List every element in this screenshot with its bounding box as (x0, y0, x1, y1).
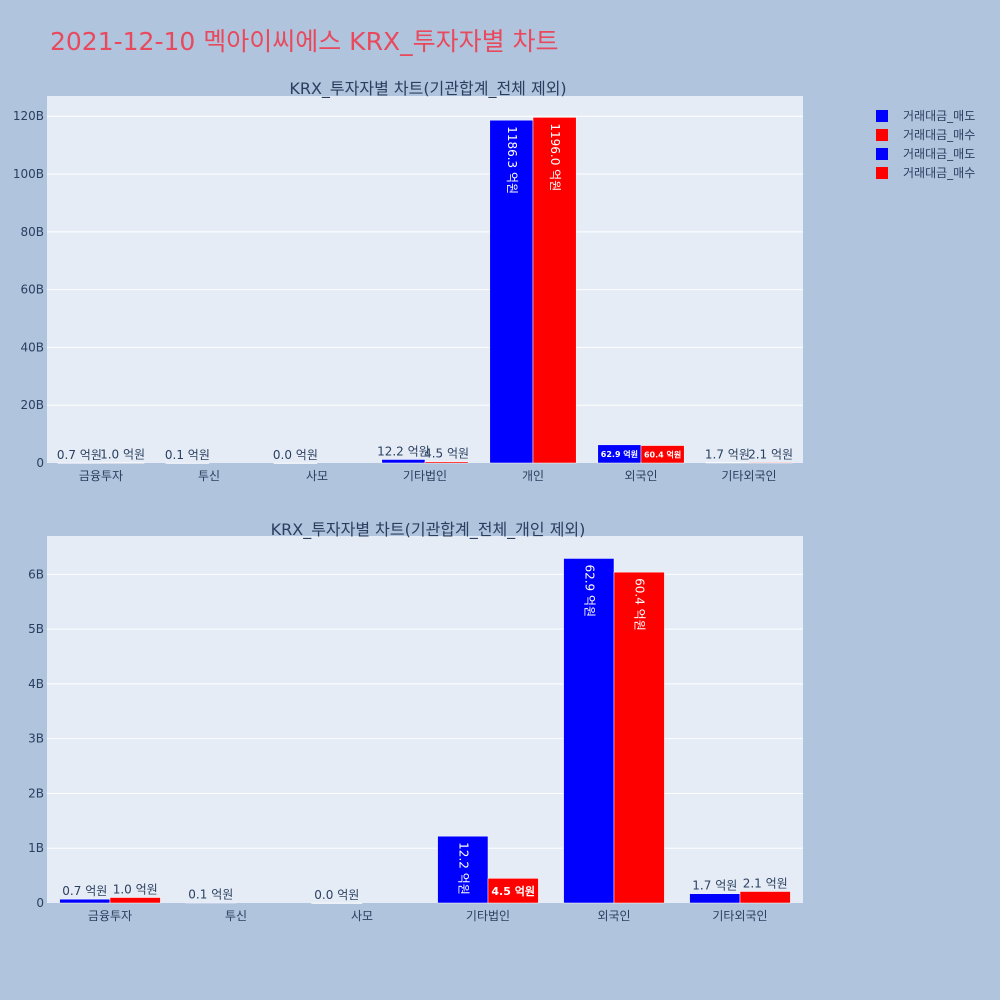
bar (689, 893, 741, 904)
bar (532, 117, 577, 464)
legend[interactable]: 거래대금_매도 거래대금_매수 거래대금_매도 거래대금_매수 (876, 106, 975, 182)
bar (563, 558, 615, 904)
data-label: 60.4 억원 (633, 578, 647, 631)
bar (748, 462, 793, 464)
bar (739, 891, 791, 904)
data-label: 1.7 억원 (705, 448, 750, 462)
bar (381, 459, 426, 464)
data-label: 2.1 억원 (748, 447, 793, 461)
legend-label: 거래대금_매수 (903, 166, 976, 180)
data-label: 2.1 억원 (743, 876, 788, 890)
y-tick-label: 80B (20, 225, 44, 239)
data-label: 62.9 억원 (582, 564, 596, 617)
y-tick-label: 20B (20, 398, 44, 412)
y-tick-label: 100B (13, 167, 44, 181)
data-label: 4.5 억원 (491, 884, 535, 898)
chart-title: KRX_투자자별 차트(기관합계_전체_개인 제외) (271, 520, 586, 540)
legend-item[interactable]: 거래대금_매도 (876, 106, 975, 125)
legend-item[interactable]: 거래대금_매수 (876, 163, 975, 182)
data-label: 0.7 억원 (57, 448, 102, 462)
data-label: 0.1 억원 (165, 448, 210, 462)
legend-label: 거래대금_매도 (903, 147, 976, 161)
x-tick-label: 기타외국인 (721, 469, 776, 483)
data-label: 1.0 억원 (113, 883, 158, 897)
data-label: 4.5 억원 (424, 447, 469, 461)
x-tick-label: 기타법인 (466, 909, 510, 923)
x-tick-label: 기타법인 (403, 469, 447, 483)
x-tick-label: 외국인 (624, 469, 657, 483)
data-label: 62.9 억원 (601, 449, 638, 459)
legend-item[interactable]: 거래대금_매도 (876, 144, 975, 163)
data-label: 0.0 억원 (273, 448, 318, 462)
data-label: 12.2 억원 (456, 842, 470, 895)
y-tick-label: 60B (20, 283, 44, 297)
bar (311, 902, 363, 904)
y-tick-label: 0 (36, 896, 44, 910)
x-tick-label: 금융투자 (79, 469, 123, 483)
legend-item[interactable]: 거래대금_매수 (876, 125, 975, 144)
data-label: 1.7 억원 (692, 879, 737, 893)
y-tick-label: 0 (36, 456, 44, 470)
y-tick-label: 4B (28, 677, 44, 691)
bar (705, 462, 750, 464)
data-label: 1.0 억원 (100, 448, 145, 462)
x-tick-label: 투신 (225, 909, 247, 923)
bar (437, 835, 489, 904)
bar (100, 462, 145, 464)
bar (109, 897, 161, 904)
legend-swatch-red (876, 166, 888, 179)
bar (59, 898, 111, 904)
y-tick-label: 40B (20, 340, 44, 354)
x-tick-label: 개인 (522, 469, 544, 483)
bar (424, 461, 469, 464)
data-label: 0.0 억원 (314, 888, 359, 902)
page-title: 2021-12-10 멕아이씨에스 KRX_투자자별 차트 (50, 27, 559, 56)
legend-swatch-blue (876, 109, 888, 122)
data-label: 0.7 억원 (62, 884, 107, 898)
legend-label: 거래대금_매수 (903, 128, 976, 142)
x-tick-label: 사모 (351, 909, 373, 923)
chart-title: KRX_투자자별 차트(기관합계_전체 제외) (289, 79, 566, 99)
bar (165, 462, 210, 464)
bar (273, 462, 318, 464)
y-tick-label: 120B (13, 109, 44, 123)
bar (487, 878, 539, 904)
data-label: 60.4 억원 (644, 449, 681, 459)
y-tick-label: 3B (28, 732, 44, 746)
y-tick-label: 1B (28, 841, 44, 855)
bar (57, 462, 102, 464)
bar (185, 902, 237, 904)
legend-swatch-blue (876, 147, 888, 160)
x-tick-label: 외국인 (597, 909, 630, 923)
bar (613, 571, 665, 904)
x-tick-label: 금융투자 (88, 909, 132, 923)
plot-area (47, 96, 803, 463)
plot-area (47, 536, 803, 903)
y-tick-label: 5B (28, 622, 44, 636)
y-tick-label: 2B (28, 786, 44, 800)
data-label: 0.1 억원 (188, 887, 233, 901)
data-label: 1186.3 억원 (505, 126, 519, 194)
data-label: 1196.0 억원 (548, 123, 562, 191)
x-tick-label: 사모 (306, 469, 328, 483)
legend-label: 거래대금_매도 (903, 109, 976, 123)
x-tick-label: 기타외국인 (712, 909, 767, 923)
legend-swatch-red (876, 128, 888, 141)
data-label: 12.2 억원 (377, 444, 430, 458)
y-tick-label: 6B (28, 567, 44, 581)
bar (640, 445, 685, 464)
x-tick-label: 투신 (198, 469, 220, 483)
